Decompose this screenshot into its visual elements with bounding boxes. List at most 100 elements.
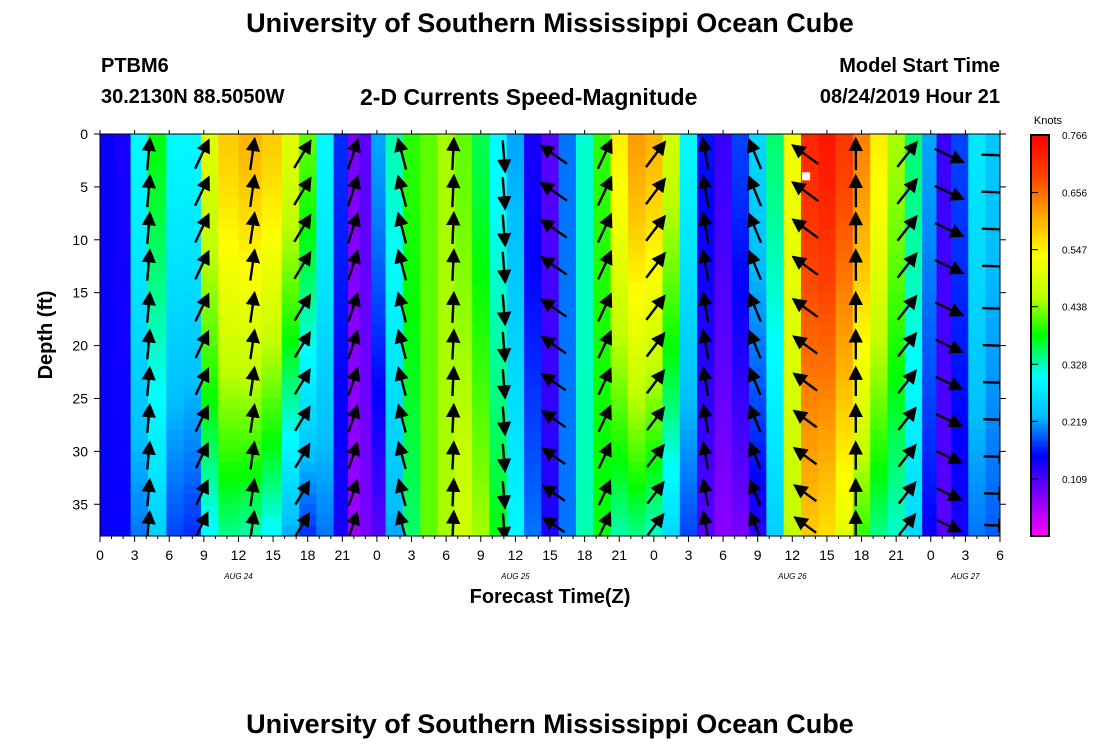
current-vector-arrow xyxy=(346,510,361,536)
heatmap-cell xyxy=(870,134,889,146)
heatmap-cell xyxy=(130,430,149,442)
current-vector-arrow xyxy=(791,218,819,239)
heatmap-cell xyxy=(558,525,577,536)
heatmap-cell xyxy=(714,440,733,452)
heatmap-cell xyxy=(420,461,439,474)
heatmap-cell xyxy=(299,461,317,474)
heatmap-cell xyxy=(968,303,987,315)
heatmap-cell xyxy=(333,197,349,209)
heatmap-cell xyxy=(697,197,716,209)
heatmap-cell xyxy=(402,282,421,294)
heatmap-cell xyxy=(100,155,116,167)
heatmap-cell xyxy=(238,218,263,230)
heatmap-cell xyxy=(541,324,560,336)
heatmap-cell xyxy=(936,472,952,484)
heatmap-cell xyxy=(936,409,952,421)
heatmap-cell xyxy=(454,197,473,209)
heatmap-cell xyxy=(472,483,491,495)
heatmap-cell xyxy=(348,282,361,294)
heatmap-cell xyxy=(316,387,335,400)
heatmap-cell xyxy=(627,430,646,442)
heatmap-cell xyxy=(627,186,646,199)
heatmap-cell xyxy=(166,208,185,220)
heatmap-cell xyxy=(766,451,785,463)
heatmap-cell xyxy=(922,218,938,230)
heatmap-cell xyxy=(558,504,577,516)
heatmap-cell xyxy=(818,419,837,431)
heatmap-cell xyxy=(147,197,167,209)
heatmap-cell xyxy=(818,451,837,463)
heatmap-cell xyxy=(420,250,439,262)
heatmap-cell xyxy=(558,440,577,452)
heatmap-cell xyxy=(371,419,387,431)
heatmap-cell xyxy=(261,483,283,495)
heatmap-cell xyxy=(800,493,819,505)
heatmap-cell xyxy=(261,260,283,273)
heatmap-cell xyxy=(371,186,387,199)
current-vector-arrow xyxy=(445,509,461,536)
heatmap-cell xyxy=(299,472,317,484)
heatmap-cell xyxy=(835,440,854,452)
heatmap-cell xyxy=(800,483,819,495)
heatmap-cell xyxy=(437,282,456,294)
heatmap-cell xyxy=(800,197,819,209)
heatmap-cell xyxy=(922,250,938,262)
heatmap-cell xyxy=(662,387,681,400)
heatmap-cell xyxy=(679,335,698,347)
heatmap-cell xyxy=(610,313,629,326)
heatmap-cell xyxy=(472,430,491,442)
heatmap-cell xyxy=(714,366,733,378)
heatmap-cell xyxy=(870,430,889,442)
current-vector-arrow xyxy=(539,218,568,239)
heatmap-cell xyxy=(922,165,938,177)
heatmap-cell xyxy=(261,303,283,315)
heatmap-cell xyxy=(714,250,733,262)
heatmap-cell xyxy=(662,134,681,146)
heatmap-cell xyxy=(679,282,698,294)
heatmap-cell xyxy=(371,461,387,474)
heatmap-cell xyxy=(662,335,681,347)
heatmap-cell xyxy=(679,250,698,262)
heatmap-cell xyxy=(714,186,733,199)
heatmap-cell xyxy=(662,525,681,536)
heatmap-cell xyxy=(281,165,300,177)
heatmap-cell xyxy=(454,144,473,156)
heatmap-cell xyxy=(870,504,889,516)
current-vector-arrow xyxy=(347,248,361,281)
heatmap-cell xyxy=(218,303,240,315)
heatmap-cell xyxy=(371,324,387,336)
heatmap-cell xyxy=(281,472,300,484)
heatmap-cell xyxy=(662,504,681,516)
heatmap-cell xyxy=(731,366,750,378)
heatmap-cell xyxy=(200,451,219,463)
heatmap-cell xyxy=(835,366,854,378)
heatmap-cell xyxy=(731,356,750,368)
heatmap-cell xyxy=(437,430,456,442)
heatmap-cell xyxy=(800,250,819,262)
current-vector-arrow xyxy=(897,443,917,468)
heatmap-cell xyxy=(870,324,889,336)
current-vector-arrow xyxy=(896,294,918,321)
heatmap-cell xyxy=(100,514,116,527)
heatmap-cell xyxy=(870,292,889,304)
heatmap-cell xyxy=(936,218,952,230)
heatmap-cell xyxy=(359,229,372,241)
heatmap-cell xyxy=(506,134,525,146)
heatmap-cell xyxy=(783,493,802,505)
heatmap-cell xyxy=(936,356,952,368)
heatmap-cell xyxy=(147,218,167,230)
heatmap-cell xyxy=(714,504,733,516)
heatmap-cell xyxy=(558,176,577,188)
current-vector-arrow xyxy=(445,440,461,470)
heatmap-cell xyxy=(662,356,681,368)
current-vector-arrow xyxy=(496,331,512,363)
heatmap-cell xyxy=(420,208,439,220)
heatmap-cell xyxy=(200,165,219,177)
heatmap-cell xyxy=(437,451,456,463)
heatmap-cell xyxy=(904,313,923,326)
current-vector-arrow xyxy=(195,479,209,506)
heatmap-cell xyxy=(100,461,116,474)
heatmap-cell xyxy=(541,165,560,177)
heatmap-cell xyxy=(627,514,646,527)
heatmap-cell xyxy=(472,525,491,536)
